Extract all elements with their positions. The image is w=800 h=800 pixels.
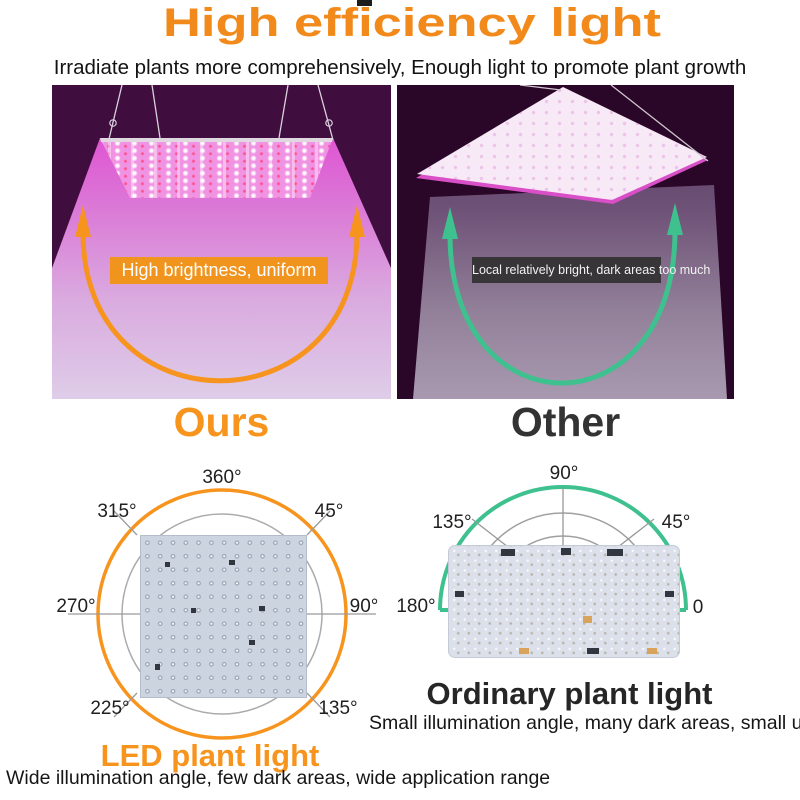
- led-diagram-title: LED plant light: [100, 738, 320, 773]
- led-polar-diagram: [68, 488, 376, 740]
- ours-callout-banner: High brightness, uniform: [110, 257, 328, 284]
- pcb-chip: [561, 548, 571, 555]
- led-diagram-subtitle: Wide illumination angle, few dark areas,…: [6, 767, 551, 789]
- ordinary-diagram-subtitle: Small illumination angle, many dark area…: [369, 712, 800, 734]
- ours-photo: High brightness, uniform: [52, 85, 391, 399]
- pcb-chip: [519, 648, 529, 654]
- angle-label-270: 270°: [56, 596, 96, 617]
- wire-hook-icon: [109, 119, 117, 127]
- led-panel-image: [100, 138, 333, 198]
- angle-label-315: 315°: [97, 501, 137, 522]
- pcb-chip: [259, 606, 265, 611]
- pcb-chip: [165, 562, 170, 567]
- led-panel-frame: [100, 138, 333, 142]
- angle-label-225: 225°: [90, 698, 130, 719]
- angle-label-360: 360°: [202, 467, 242, 488]
- angle-tick-lines: [68, 510, 376, 718]
- angle-label-0: 0: [692, 597, 704, 618]
- wire-hook-icon: [325, 119, 333, 127]
- hanging-wires-icon: [519, 85, 709, 162]
- page-subtitle: Irradiate plants more comprehensively, E…: [53, 56, 747, 79]
- angle-label-135: 135°: [432, 512, 472, 533]
- up-arrow-icon: [75, 205, 91, 237]
- up-arrow-icon: [667, 203, 683, 235]
- angle-label-45: 45°: [661, 512, 691, 533]
- coverage-arc-icon: [447, 230, 678, 386]
- pcb-chip: [583, 616, 592, 623]
- pcb-chip: [501, 549, 515, 556]
- other-label: Other: [510, 399, 621, 445]
- other-callout-banner: Local relatively bright, dark areas too …: [472, 257, 710, 283]
- angle-label-180: 180°: [396, 596, 436, 617]
- ordinary-panel-image: [448, 545, 680, 658]
- pcb-chip: [665, 591, 674, 597]
- angle-label-90: 90°: [549, 463, 579, 484]
- up-arrow-icon: [442, 207, 458, 239]
- pcb-chip: [191, 608, 196, 613]
- pcb-chip: [607, 549, 623, 556]
- pcb-chip: [647, 648, 657, 654]
- ours-overlay: [75, 85, 365, 384]
- angle-label-45: 45°: [314, 501, 344, 522]
- pcb-chip: [249, 640, 255, 645]
- led-panel-front-image: [140, 535, 307, 698]
- page-title: High efficiency light: [163, 1, 661, 45]
- angle-label-90: 90°: [349, 596, 379, 617]
- coverage-arc-icon: [80, 232, 360, 384]
- hanging-wires-icon: [108, 85, 334, 141]
- pcb-chip: [587, 648, 599, 654]
- pcb-chip: [455, 591, 464, 597]
- angle-tick-lines: [471, 488, 655, 548]
- pcb-chip: [155, 664, 160, 670]
- other-overlay: [442, 85, 709, 386]
- crop-artifact: [357, 0, 372, 6]
- up-arrow-icon: [349, 205, 365, 237]
- ordinary-diagram-title: Ordinary plant light: [426, 676, 713, 711]
- other-photo: Local relatively bright, dark areas too …: [397, 85, 734, 399]
- angle-label-135: 135°: [318, 698, 358, 719]
- pcb-chip: [229, 560, 235, 565]
- ours-label: Ours: [173, 399, 270, 445]
